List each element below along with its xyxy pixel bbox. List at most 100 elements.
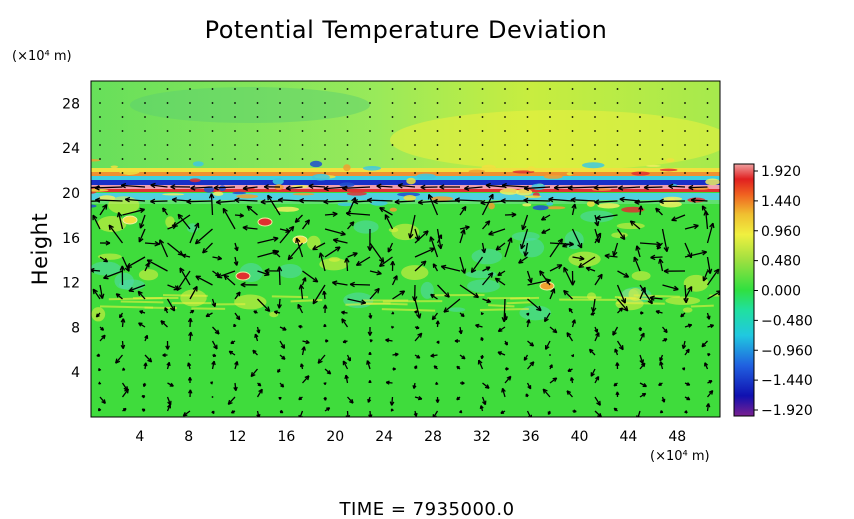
- wind-vector-arrow: [655, 309, 663, 315]
- wind-vector-arrow: [368, 380, 372, 384]
- wind-vector-arrow: [661, 144, 664, 146]
- wind-vector-arrow: [616, 102, 619, 104]
- wind-vector-arrow: [189, 172, 191, 174]
- wind-vector-arrow: [495, 242, 506, 251]
- wind-vector-arrow: [324, 130, 326, 132]
- wind-vector-arrow: [707, 353, 711, 357]
- wind-vector-arrow: [212, 255, 223, 261]
- wind-vector-arrow: [301, 116, 304, 118]
- turbulence-feature: [213, 191, 224, 196]
- wind-vector-arrow: [99, 158, 101, 160]
- wind-vector-arrow: [324, 368, 332, 375]
- wind-vector-arrow: [164, 307, 169, 314]
- wind-vector-arrow: [369, 172, 371, 174]
- wind-vector-arrow: [166, 130, 169, 132]
- wind-vector-arrow: [234, 361, 239, 370]
- wind-vector-arrow: [392, 290, 406, 300]
- wind-vector-arrow: [385, 380, 393, 385]
- x-tick-label: 28: [424, 429, 442, 445]
- wind-vector-arrow: [121, 130, 124, 132]
- wind-vector-arrow: [639, 382, 647, 388]
- wind-vector-arrow: [526, 158, 529, 160]
- convection-feature: [466, 279, 500, 293]
- wind-vector-arrow: [347, 252, 358, 258]
- turbulence-feature: [532, 205, 549, 211]
- wind-vector-arrow: [294, 214, 303, 223]
- convection-feature: [471, 248, 503, 265]
- convection-feature: [580, 210, 615, 223]
- wind-vector-arrow: [324, 246, 341, 258]
- wind-vector-arrow: [324, 102, 326, 104]
- wind-vector-arrow: [211, 88, 214, 90]
- convection-feature: [631, 271, 651, 281]
- y-tick-label: 24: [62, 141, 80, 157]
- wind-vector-arrow: [144, 241, 160, 247]
- wind-vector-arrow: [477, 359, 484, 370]
- wind-vector-arrow: [684, 88, 686, 90]
- wind-vector-arrow: [341, 318, 349, 328]
- turbulence-feature: [543, 174, 563, 179]
- wind-vector-arrow: [216, 270, 236, 279]
- wind-vector-arrow: [459, 410, 463, 414]
- wind-vector-arrow: [141, 408, 146, 412]
- wind-vector-arrow: [144, 334, 149, 342]
- wind-vector-arrow: [234, 242, 239, 252]
- convection-feature: [353, 220, 379, 234]
- wind-vector-arrow: [279, 225, 295, 244]
- wind-vector-arrow: [367, 396, 372, 403]
- wind-vector-arrow: [706, 144, 709, 146]
- wind-vector-arrow: [391, 130, 394, 132]
- wind-vector-arrow: [324, 211, 338, 218]
- convection-feature: [568, 251, 601, 267]
- wind-vector-arrow: [682, 367, 686, 371]
- wind-vector-arrow: [436, 158, 439, 160]
- wind-vector-arrow: [181, 253, 191, 259]
- wind-vector-arrow: [459, 229, 466, 244]
- wind-vector-arrow: [223, 274, 236, 286]
- wind-vector-arrow: [142, 382, 147, 388]
- turbulence-feature: [512, 170, 535, 174]
- wind-vector-arrow: [205, 312, 213, 318]
- convection-feature: [682, 307, 693, 313]
- wind-vector-arrow: [233, 382, 238, 392]
- wind-vector-arrow: [344, 257, 350, 272]
- turbulence-feature: [292, 192, 315, 196]
- wind-vector-arrow: [347, 396, 354, 404]
- turbulence-feature: [430, 196, 454, 201]
- wind-vector-arrow: [497, 270, 506, 277]
- wind-vector-arrow: [234, 116, 236, 118]
- wind-vector-arrow: [150, 182, 168, 189]
- wind-vector-arrow: [369, 158, 371, 160]
- turbulence-feature: [666, 158, 675, 163]
- wind-vector-arrow: [99, 88, 101, 90]
- wind-vector-arrow: [414, 247, 435, 258]
- shear-feature: [345, 302, 391, 306]
- wind-vector-arrow: [414, 260, 427, 272]
- wind-vector-arrow: [189, 285, 198, 300]
- wind-vector-arrow: [211, 130, 214, 132]
- wind-vector-arrow: [98, 284, 105, 299]
- wind-vector-arrow: [295, 237, 304, 258]
- wind-vector-arrow: [384, 214, 394, 230]
- wind-vector-arrow: [639, 392, 647, 398]
- wind-vector-arrow: [121, 102, 124, 104]
- wind-vector-arrow: [99, 102, 101, 104]
- wind-vector-arrow: [323, 382, 327, 385]
- convection-feature: [319, 258, 349, 271]
- wind-vector-arrow: [297, 303, 304, 314]
- wind-vector-arrow: [459, 354, 466, 360]
- turbulence-feature: [110, 165, 119, 169]
- wind-vector-arrow: [595, 214, 618, 221]
- wind-vector-arrow: [684, 158, 686, 160]
- turbulence-feature: [91, 188, 109, 192]
- turbulence-feature: [662, 196, 683, 201]
- wind-vector-arrow: [437, 284, 450, 298]
- wind-vector-arrow: [94, 185, 123, 191]
- wind-vector-arrow: [668, 183, 686, 190]
- wind-vector-arrow: [526, 172, 529, 174]
- wind-vector-arrow: [186, 198, 213, 205]
- wind-vector-arrow: [279, 88, 281, 90]
- wind-vector-arrow: [501, 182, 528, 189]
- wind-vector-arrow: [572, 255, 585, 261]
- wind-vector-arrow: [684, 144, 686, 146]
